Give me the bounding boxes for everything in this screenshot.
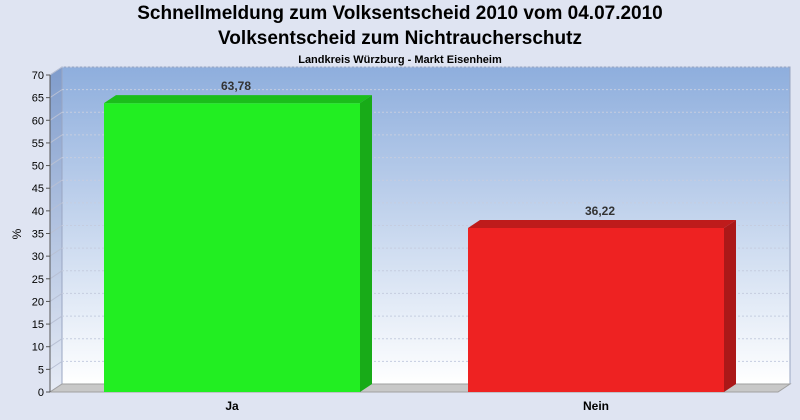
y-axis-label: %: [10, 228, 24, 239]
gridline-side: [49, 225, 63, 234]
chart-subtitle: Volksentscheid zum Nichtraucherschutz: [218, 28, 582, 49]
gridline-side: [49, 315, 63, 325]
y-tick-label: 5: [38, 364, 44, 376]
bar-ja: [104, 95, 372, 392]
gridline-side: [49, 179, 63, 189]
gridline-side: [49, 66, 63, 76]
gridline-side: [49, 89, 63, 99]
bar-top: [468, 219, 736, 228]
gridline-side: [49, 134, 63, 144]
x-tick-label: Nein: [583, 399, 609, 413]
data-label: 63,78: [221, 79, 251, 93]
y-tick-label: 0: [38, 387, 44, 399]
labels: 63,78 Ja 36,22 Nein: [221, 79, 615, 413]
gridline-side: [49, 338, 63, 348]
y-tick-label: 65: [32, 93, 44, 105]
y-axis: 0 5 10 15 20 25 30 35 40 45 50 55 60 65 70%: [10, 70, 51, 399]
y-tick-label: 70: [32, 70, 44, 82]
x-tick-label: Ja: [225, 399, 239, 413]
y-tick-label: 30: [32, 251, 44, 263]
gridline-side: [49, 202, 63, 212]
y-tick-label: 10: [32, 342, 44, 354]
bar-top: [104, 95, 372, 104]
y-tick-label: 35: [32, 229, 44, 241]
y-tick-label: 40: [32, 206, 44, 218]
gridline-side: [49, 157, 63, 166]
bar-side: [360, 95, 372, 392]
gridline-side: [49, 247, 63, 257]
bar-nein: [468, 219, 736, 392]
gridline-side: [49, 360, 63, 370]
y-tick-label: 50: [32, 161, 44, 173]
y-tick-label: 15: [32, 319, 44, 331]
chart-region-caption: Landkreis Würzburg - Markt Eisenheim: [298, 54, 502, 66]
bar-front: [468, 227, 724, 392]
gridline-side: [49, 270, 63, 280]
y-tick-label: 60: [32, 115, 44, 127]
bar-front: [104, 103, 360, 392]
gridline-side: [49, 111, 63, 121]
y-tick-label: 45: [32, 183, 44, 195]
y-tick-label: 20: [32, 296, 44, 308]
chart-title: Schnellmeldung zum Volksentscheid 2010 v…: [137, 3, 663, 24]
y-tick-label: 25: [32, 274, 44, 286]
gridline-side: [49, 293, 63, 302]
data-label: 36,22: [585, 204, 615, 218]
bar-side: [724, 219, 736, 392]
y-tick-label: 55: [32, 138, 44, 150]
bars: [104, 95, 736, 392]
